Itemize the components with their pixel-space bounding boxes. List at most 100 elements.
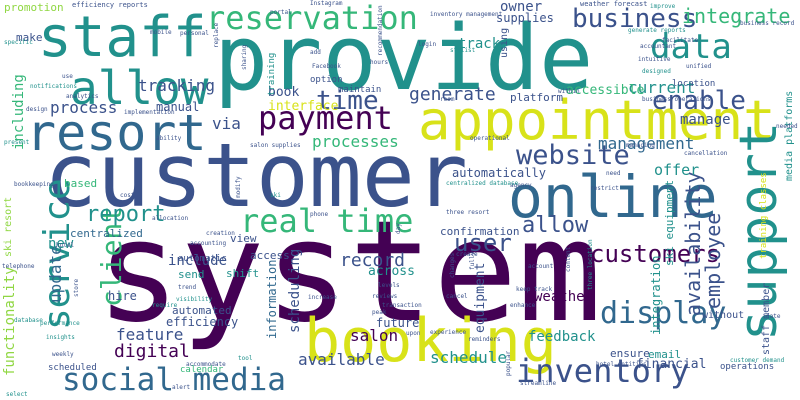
word: create: [456, 251, 478, 258]
word: allow: [70, 61, 209, 115]
word: select: [6, 391, 28, 398]
word: accessible: [566, 83, 645, 98]
word: managing: [626, 142, 655, 149]
word: accounting: [190, 240, 227, 247]
word: staff: [38, 5, 207, 70]
word: login: [418, 41, 437, 48]
word: hotel entities: [596, 361, 647, 368]
word: need: [606, 170, 621, 177]
word: ski: [270, 192, 281, 199]
word: day: [395, 223, 402, 234]
word: specific: [4, 39, 33, 46]
word: hotel: [56, 242, 75, 249]
word: allocation: [152, 215, 189, 222]
word: operations: [720, 362, 775, 372]
word: portal: [270, 9, 292, 16]
word: data: [650, 27, 732, 67]
word: cancellation: [684, 150, 728, 157]
word: visibility: [176, 296, 213, 303]
word: future: [376, 316, 420, 330]
word: replace: [213, 22, 220, 48]
word: levels: [378, 282, 400, 289]
word: accountant: [640, 43, 677, 50]
word: confirmation: [440, 225, 520, 238]
word: email: [648, 348, 682, 361]
word: scheduling: [287, 248, 303, 333]
word: include: [168, 253, 228, 269]
word: room: [440, 96, 455, 103]
word: business: [572, 4, 698, 34]
word: add: [310, 49, 321, 56]
word: access: [250, 249, 290, 262]
word: owner: [500, 0, 543, 15]
word: platform: [510, 91, 563, 104]
word: ski equipment: [663, 179, 676, 266]
word: mobile: [150, 29, 172, 36]
word: Facebook: [312, 63, 341, 70]
word: availability: [681, 171, 705, 317]
word: online: [508, 163, 718, 231]
word: customer: [44, 124, 468, 227]
word: require: [152, 302, 178, 309]
word: generate reports: [628, 27, 686, 34]
word: three location: [587, 239, 594, 290]
word: automatic: [178, 254, 227, 264]
word: customer demand: [730, 357, 785, 364]
word: process: [50, 98, 118, 117]
word: manage: [680, 112, 731, 128]
word: unified: [686, 63, 712, 70]
word: salon: [350, 326, 399, 345]
word: operational: [470, 135, 510, 142]
word: reminders: [468, 336, 501, 343]
word: store: [73, 278, 80, 297]
word: real time: [240, 202, 414, 240]
word: provide: [214, 6, 594, 111]
word: business record: [740, 20, 795, 27]
word: manual: [156, 100, 200, 114]
word: schedule: [430, 348, 508, 367]
word: equipment: [473, 262, 488, 333]
word: centralized: [70, 227, 143, 240]
word: database: [14, 317, 43, 324]
word: across: [368, 264, 415, 279]
word: facilitate: [662, 37, 699, 44]
word: feature: [116, 325, 184, 344]
word: transaction: [382, 302, 422, 309]
word: automated: [172, 304, 232, 317]
word: send: [178, 268, 205, 281]
word: enhance: [510, 302, 536, 309]
word: cost: [120, 192, 135, 199]
word: ensure: [610, 347, 650, 360]
word: payment: [258, 99, 393, 137]
word: performance: [40, 320, 80, 327]
word: efficiency: [166, 315, 239, 329]
word: user: [454, 229, 512, 257]
word: salon supplies: [250, 142, 301, 149]
word: accommodate: [186, 361, 226, 368]
word: record: [340, 250, 406, 271]
word: report: [86, 202, 166, 227]
word: needed: [776, 123, 798, 130]
word: integrate: [682, 4, 791, 28]
word: popular: [505, 350, 512, 376]
word: centralized database: [446, 180, 519, 187]
word: financial: [636, 357, 707, 372]
word: supplies: [496, 11, 554, 25]
word: interface: [268, 99, 339, 114]
word: business operations: [642, 96, 711, 103]
word: system: [96, 191, 602, 354]
word: sharing: [241, 44, 248, 70]
word: make: [16, 31, 43, 44]
word: analytics: [66, 93, 99, 100]
word: peak: [372, 309, 387, 316]
word: modify: [235, 176, 242, 198]
word: account: [528, 263, 554, 270]
word: trend: [178, 284, 197, 291]
word: scheduled: [48, 363, 97, 373]
word: restrict: [590, 185, 619, 192]
word: content: [565, 246, 572, 272]
word: increase: [308, 294, 337, 301]
word: based: [64, 177, 98, 190]
word: booking: [304, 306, 557, 376]
